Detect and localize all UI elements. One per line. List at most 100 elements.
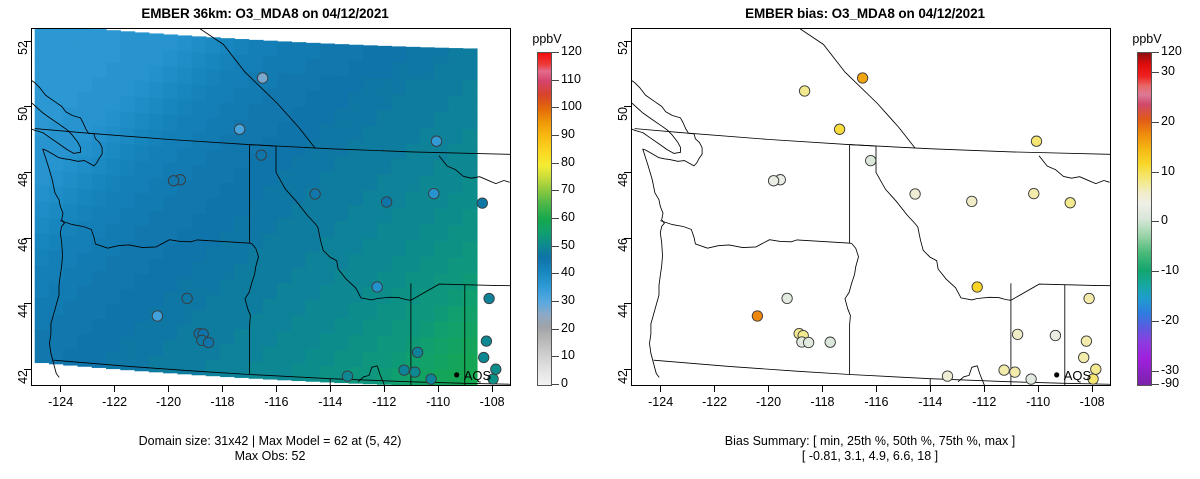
grid-cell xyxy=(434,79,450,97)
grid-cell xyxy=(177,67,193,85)
grid-cell xyxy=(220,70,236,88)
grid-cell xyxy=(262,330,278,348)
station-marker[interactable] xyxy=(233,123,246,135)
colorbar-tick-label: 60 xyxy=(561,210,575,224)
station-marker[interactable] xyxy=(430,135,443,147)
grid-cell xyxy=(48,138,64,155)
grid-cell xyxy=(277,57,293,75)
y-tickmark xyxy=(24,106,31,108)
grid-cell xyxy=(334,237,350,255)
grid-cell xyxy=(362,335,378,352)
station-marker[interactable] xyxy=(1030,135,1043,147)
station-marker[interactable] xyxy=(398,364,410,376)
station-marker[interactable] xyxy=(409,366,421,378)
station-marker[interactable] xyxy=(798,85,811,97)
grid-cell xyxy=(63,268,79,286)
grid-cell xyxy=(34,233,50,251)
grid-cell xyxy=(48,283,64,300)
grid-cell xyxy=(448,257,464,275)
station-marker[interactable] xyxy=(1028,187,1040,200)
grid-cell xyxy=(291,267,307,285)
station-marker[interactable] xyxy=(971,281,983,293)
grid-cell xyxy=(77,317,93,335)
grid-cell xyxy=(63,155,79,173)
station-marker[interactable] xyxy=(1009,366,1021,378)
grid-cell xyxy=(305,58,321,76)
station-marker[interactable] xyxy=(1090,363,1102,375)
station-marker[interactable] xyxy=(1025,373,1037,385)
station-marker[interactable] xyxy=(371,281,383,293)
grid-cell xyxy=(277,89,293,107)
station-marker[interactable] xyxy=(966,195,978,208)
station-marker[interactable] xyxy=(478,351,490,364)
station-marker[interactable] xyxy=(256,72,269,84)
aqs-legend-label: AQS xyxy=(1064,368,1092,383)
station-marker[interactable] xyxy=(865,154,877,167)
station-marker[interactable] xyxy=(909,188,921,200)
grid-cell xyxy=(362,174,378,191)
grid-cell xyxy=(48,218,64,236)
station-marker[interactable] xyxy=(751,310,764,322)
grid-cell xyxy=(106,304,121,321)
grid-cell xyxy=(434,160,450,178)
colorbar-tickmark xyxy=(552,273,559,275)
station-marker[interactable] xyxy=(341,370,354,382)
station-marker[interactable] xyxy=(1080,335,1093,347)
grid-cell xyxy=(77,285,93,303)
station-marker[interactable] xyxy=(1049,329,1062,342)
grid-cell xyxy=(262,40,278,58)
station-marker[interactable] xyxy=(425,373,437,385)
grid-cell xyxy=(34,136,50,154)
grid-cell xyxy=(462,48,478,66)
station-marker[interactable] xyxy=(1064,197,1076,209)
station-marker[interactable] xyxy=(781,292,793,305)
station-marker[interactable] xyxy=(824,336,836,348)
grid-cell xyxy=(77,221,93,238)
grid-cell xyxy=(120,95,136,113)
station-marker[interactable] xyxy=(767,175,780,187)
station-marker[interactable] xyxy=(802,336,815,349)
station-marker[interactable] xyxy=(380,196,393,208)
station-marker[interactable] xyxy=(1011,328,1024,341)
grid-cell xyxy=(248,265,264,283)
grid-cell xyxy=(362,351,378,369)
station-marker[interactable] xyxy=(255,149,267,161)
grid-cell xyxy=(348,334,364,352)
station-marker[interactable] xyxy=(833,123,846,135)
station-marker[interactable] xyxy=(167,175,180,187)
station-marker[interactable] xyxy=(411,346,424,359)
station-marker[interactable] xyxy=(490,363,502,375)
station-marker[interactable] xyxy=(151,310,164,322)
station-marker[interactable] xyxy=(483,292,495,305)
grid-cell xyxy=(334,350,350,367)
grid-cell xyxy=(448,289,464,307)
station-marker[interactable] xyxy=(1078,351,1090,364)
station-marker[interactable] xyxy=(480,335,493,347)
station-marker[interactable] xyxy=(1083,292,1095,305)
y-tickmark xyxy=(24,237,31,239)
station-marker[interactable] xyxy=(941,370,954,382)
grid-cell xyxy=(448,305,464,323)
grid-cell xyxy=(391,223,407,241)
colorbar-tickmark xyxy=(1152,271,1159,273)
grid-cell xyxy=(348,125,364,143)
grid-cell xyxy=(305,155,321,173)
grid-cell xyxy=(106,94,121,112)
station-marker[interactable] xyxy=(856,72,869,84)
station-marker[interactable] xyxy=(202,336,215,349)
grid-cell xyxy=(234,216,250,233)
station-marker[interactable] xyxy=(476,197,488,209)
grid-cell xyxy=(334,124,350,142)
grid-cell xyxy=(262,185,278,203)
grid-cell xyxy=(248,200,264,218)
grid-cell xyxy=(134,354,150,372)
station-marker[interactable] xyxy=(428,187,440,200)
station-marker[interactable] xyxy=(181,292,193,305)
grid-cell xyxy=(48,315,64,333)
grid-cell xyxy=(419,160,435,177)
station-marker[interactable] xyxy=(998,364,1010,376)
grid-cell xyxy=(148,258,164,276)
grid-cell xyxy=(134,145,150,162)
station-marker[interactable] xyxy=(309,188,321,200)
grid-cell xyxy=(262,298,278,316)
